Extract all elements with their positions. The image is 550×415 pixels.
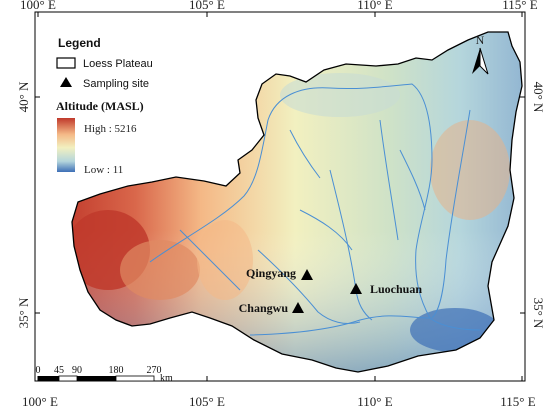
- wei-river: [249, 315, 431, 336]
- site-label-luochuan: Luochuan: [370, 282, 422, 296]
- tributary-d: [399, 149, 426, 211]
- scale-tick-0: 0: [36, 365, 41, 376]
- jing-river: [257, 249, 361, 325]
- north-arrow-icon: N: [472, 33, 489, 75]
- scale-bar: 0 45 90 180 270 km: [36, 365, 174, 384]
- yellow-river-main: [149, 83, 481, 331]
- left-tick-40n: 40° N: [16, 81, 31, 112]
- scale-tick-270: 270: [147, 365, 162, 376]
- site-marker-luochuan: [350, 283, 362, 294]
- altitude-title: Altitude (MASL): [56, 99, 144, 113]
- legend-title: Legend: [58, 36, 101, 50]
- top-tick-115e: 115° E: [502, 0, 537, 12]
- graticule-ticks: [35, 12, 525, 381]
- altitude-low-label: Low : 11: [84, 164, 123, 176]
- tributary-b: [299, 209, 353, 251]
- top-tick-labels: 100° E 105° E 110° E 115° E: [20, 0, 538, 12]
- left-tick-35n: 35° N: [16, 297, 31, 328]
- site-marker-changwu: [292, 302, 304, 313]
- top-tick-105e: 105° E: [189, 0, 225, 12]
- scale-tick-180: 180: [109, 365, 124, 376]
- legend-site-icon: [60, 77, 72, 87]
- bottom-tick-labels: 100° E 105° E 110° E 115° E: [22, 394, 536, 409]
- right-tick-labels: 40° N 35° N: [531, 82, 546, 329]
- scale-tick-90: 90: [72, 365, 82, 376]
- bottom-tick-105e: 105° E: [189, 394, 225, 409]
- scale-tick-45: 45: [54, 365, 64, 376]
- legend-site-label: Sampling site: [83, 78, 149, 90]
- tributary-c: [179, 229, 241, 291]
- left-tick-labels: 40° N 35° N: [16, 81, 31, 328]
- tributary-e: [289, 129, 321, 179]
- bottom-tick-100e: 100° E: [22, 394, 58, 409]
- loess-plateau-boundary: [71, 31, 523, 373]
- top-tick-110e: 110° E: [357, 0, 392, 12]
- bottom-tick-110e: 110° E: [357, 394, 392, 409]
- legend-boundary-swatch: [56, 57, 76, 69]
- site-label-qingyang: Qingyang: [246, 266, 296, 280]
- river-network: [149, 83, 481, 336]
- altitude-high-label: High : 5216: [84, 123, 137, 135]
- bottom-tick-115e: 115° E: [500, 394, 535, 409]
- right-tick-35n: 35° N: [531, 298, 546, 329]
- altitude-color-ramp: [57, 118, 75, 172]
- site-label-changwu: Changwu: [239, 301, 289, 315]
- north-arrow-label: N: [476, 33, 485, 47]
- luo-river: [329, 169, 373, 321]
- sampling-sites: Qingyang Luochuan Changwu: [239, 266, 423, 315]
- top-tick-100e: 100° E: [20, 0, 56, 12]
- legend-boundary-label: Loess Plateau: [83, 58, 153, 70]
- legend: Legend Loess Plateau Sampling site Altit…: [56, 36, 153, 176]
- right-tick-40n: 40° N: [531, 82, 546, 113]
- scale-unit: km: [160, 373, 173, 384]
- fen-river: [431, 109, 471, 319]
- tributary-a: [379, 119, 399, 241]
- site-marker-qingyang: [301, 269, 313, 280]
